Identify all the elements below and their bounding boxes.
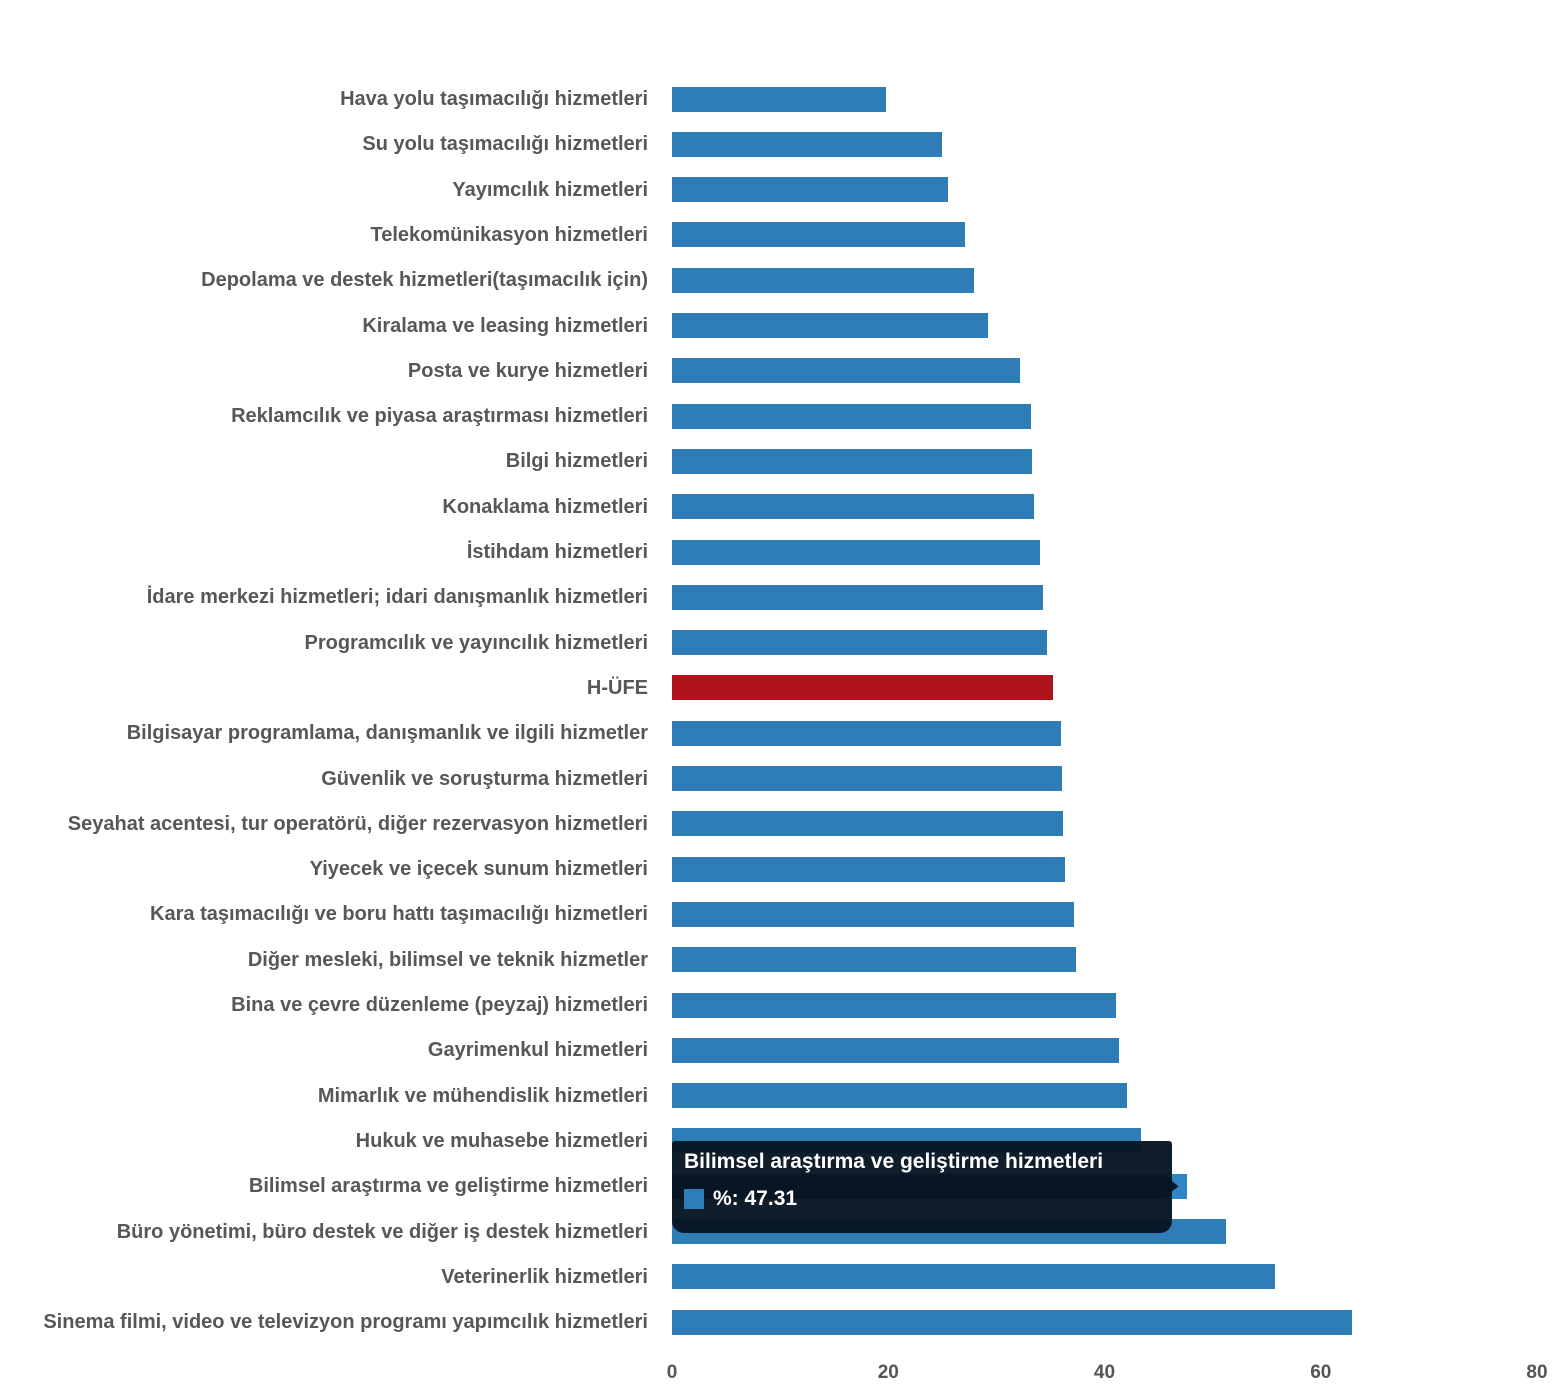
bar[interactable]	[672, 494, 1035, 520]
category-label: Hava yolu taşımacılığı hizmetleri	[340, 88, 648, 110]
bar[interactable]	[672, 222, 965, 248]
category-label: Diğer mesleki, bilimsel ve teknik hizmet…	[247, 948, 648, 971]
category-label: Seyahat acentesi, tur operatörü, diğer r…	[67, 812, 648, 835]
bar[interactable]	[672, 630, 1048, 656]
category-label: Reklamcılık ve piyasa araştırması hizmet…	[231, 405, 648, 428]
bar[interactable]	[672, 313, 988, 338]
category-label: Büro yönetimi, büro destek ve diğer iş d…	[116, 1220, 648, 1243]
category-label: Bilgisayar programlama, danışmanlık ve i…	[126, 722, 648, 745]
bar[interactable]	[672, 856, 1065, 882]
category-label: Yayımcılık hizmetleri	[452, 178, 648, 201]
bar[interactable]	[672, 766, 1063, 791]
bar[interactable]	[672, 177, 948, 203]
x-axis-tick-label: 80	[1526, 1362, 1548, 1383]
category-label: Sinema filmi, video ve televizyon progra…	[43, 1311, 648, 1334]
category-label: Konaklama hizmetleri	[442, 495, 648, 518]
bar[interactable]	[672, 131, 943, 157]
category-label: Depolama ve destek hizmetleri(taşımacılı…	[201, 269, 648, 292]
bar[interactable]	[672, 584, 1043, 610]
series-marker-icon	[684, 1189, 704, 1209]
bar[interactable]	[672, 675, 1053, 701]
bar[interactable]	[672, 992, 1117, 1018]
x-axis-tick-label: 40	[1093, 1362, 1116, 1383]
category-label: Su yolu taşımacılığı hizmetleri	[362, 133, 648, 156]
bar[interactable]	[672, 358, 1021, 384]
tooltip-title: Bilimsel araştırma ve geliştirme hizmetl…	[684, 1150, 1104, 1173]
category-label: Kiralama ve leasing hizmetleri	[362, 314, 648, 337]
bar[interactable]	[672, 1083, 1128, 1109]
category-label: Programcılık ve yayıncılık hizmetleri	[304, 631, 649, 654]
bar[interactable]	[672, 1037, 1119, 1063]
bar[interactable]	[672, 539, 1040, 565]
tooltip-value: %: 47.31	[713, 1187, 798, 1210]
category-label: Posta ve kurye hizmetleri	[407, 359, 648, 382]
category-label: Kara taşımacılığı ve boru hattı taşımacı…	[150, 903, 648, 926]
category-label: Bilgi hizmetleri	[505, 450, 648, 473]
category-label: Bina ve çevre düzenleme (peyzaj) hizmetl…	[231, 994, 648, 1016]
bar[interactable]	[672, 448, 1033, 474]
category-label: Hukuk ve muhasebe hizmetleri	[355, 1129, 648, 1152]
x-axis-tick-label: 0	[666, 1362, 678, 1383]
bar[interactable]	[672, 720, 1062, 746]
x-axis-tick-label: 20	[877, 1362, 899, 1383]
bar[interactable]	[672, 947, 1077, 973]
bar[interactable]	[672, 901, 1075, 927]
bar[interactable]	[672, 403, 1031, 429]
tooltip: Bilimsel araştırma ve geliştirme hizmetl…	[672, 1141, 1172, 1233]
category-label: Telekomünikasyon hizmetleri	[370, 223, 649, 246]
bar[interactable]	[672, 267, 974, 293]
bar[interactable]	[672, 86, 887, 112]
bar[interactable]	[672, 1264, 1276, 1290]
category-label: Yiyecek ve içecek sunum hizmetleri	[309, 858, 648, 881]
category-label: İdare merkezi hizmetleri; idari danışman…	[146, 586, 648, 609]
category-label: Bilimsel araştırma ve geliştirme hizmetl…	[248, 1175, 648, 1198]
tooltip-value-row: %: 47.31	[684, 1187, 1158, 1211]
category-label: Veterinerlik hizmetleri	[441, 1265, 648, 1288]
category-label: İstihdam hizmetleri	[466, 541, 648, 563]
category-label: Gayrimenkul hizmetleri	[427, 1039, 648, 1062]
category-label: Güvenlik ve soruşturma hizmetleri	[321, 767, 648, 790]
category-label: H-ÜFE	[586, 676, 648, 699]
bar[interactable]	[672, 811, 1064, 837]
x-axis-tick-label: 60	[1310, 1362, 1332, 1383]
bar[interactable]	[672, 1309, 1353, 1335]
category-label: Mimarlık ve mühendislik hizmetleri	[317, 1084, 648, 1107]
